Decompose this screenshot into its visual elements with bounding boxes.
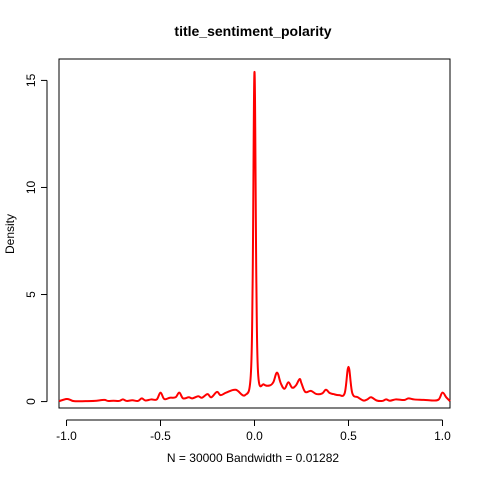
x-tick-label: 1.0 xyxy=(434,429,451,443)
density-line xyxy=(58,70,451,403)
y-tick-label: 15 xyxy=(24,73,38,87)
x-tick-label: -0.5 xyxy=(150,429,171,443)
chart-title: title_sentiment_polarity xyxy=(174,23,331,39)
x-axis: -1.0 -0.5 0.0 0.5 1.0 xyxy=(56,419,451,443)
y-tick-label: 0 xyxy=(24,398,38,405)
x-axis-label: N = 30000 Bandwidth = 0.01282 xyxy=(167,451,339,465)
y-tick-label: 5 xyxy=(24,291,38,298)
x-tick-label: 0.5 xyxy=(340,429,357,443)
plot-frame xyxy=(58,58,451,409)
series-layer xyxy=(58,70,451,403)
y-axis-label: Density xyxy=(3,214,17,254)
y-axis: 0 5 10 15 xyxy=(24,73,48,405)
x-tick-label: -1.0 xyxy=(56,429,77,443)
y-tick-label: 10 xyxy=(24,180,38,194)
x-tick-label: 0.0 xyxy=(246,429,263,443)
